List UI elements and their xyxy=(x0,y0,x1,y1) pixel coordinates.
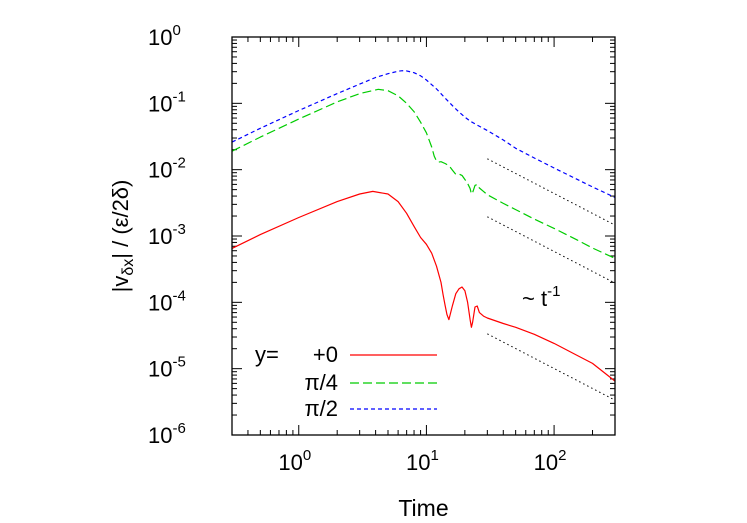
legend-prefix: y= xyxy=(255,342,279,367)
y-tick-label: 10-1 xyxy=(148,88,186,116)
legend-label: π/4 xyxy=(304,370,338,395)
y-tick-label: 10-5 xyxy=(148,354,186,382)
plot-frame xyxy=(231,36,616,436)
series-layer xyxy=(231,70,616,382)
legend-label: π/2 xyxy=(304,396,338,421)
reference-lines-layer xyxy=(487,158,616,401)
y-axis-label-prefix: |v xyxy=(108,276,133,293)
reference-slope-line xyxy=(487,333,616,401)
y-axis-label: |vδx| / (ε/2δ) xyxy=(108,180,137,293)
slope-annotation-text: ~ t xyxy=(522,286,547,311)
legend-label: +0 xyxy=(313,342,338,367)
tick-labels-layer: 100 101 102 100 10-1 10-2 10-3 10-4 10-5 10-6 xyxy=(148,22,567,475)
x-tick-label: 100 xyxy=(278,447,311,475)
ticks-layer xyxy=(231,36,616,436)
x-tick-label: 102 xyxy=(534,447,567,475)
y-tick-label: 10-3 xyxy=(148,221,186,249)
series-line-pi-2 xyxy=(231,70,616,199)
y-axis-label-suffix: | / (ε/2δ) xyxy=(108,180,133,259)
x-tick-label: 101 xyxy=(406,447,439,475)
reference-slope-line xyxy=(487,216,616,284)
x-axis-label: Time xyxy=(398,495,448,521)
series-line-pi-4 xyxy=(231,88,616,259)
y-tick-label: 100 xyxy=(148,22,181,50)
y-axis-label-subscript: δx xyxy=(120,259,137,276)
y-tick-label: 10-4 xyxy=(148,287,186,315)
legend: y= +0 π/4π/2 xyxy=(255,342,437,421)
y-tick-label: 10-6 xyxy=(148,420,186,448)
series-line-y0 xyxy=(231,190,616,382)
reference-slope-line xyxy=(487,158,616,226)
y-tick-label: 10-2 xyxy=(148,155,186,183)
slope-annotation: ~ t-1 xyxy=(522,283,560,311)
slope-annotation-exponent: -1 xyxy=(547,283,560,300)
